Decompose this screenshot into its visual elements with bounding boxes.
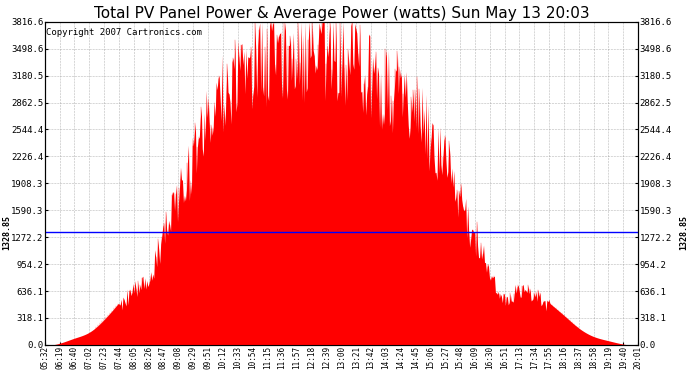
Text: 1328.85: 1328.85	[2, 215, 11, 250]
Text: 1328.85: 1328.85	[680, 215, 689, 250]
Text: Copyright 2007 Cartronics.com: Copyright 2007 Cartronics.com	[46, 28, 202, 37]
Title: Total PV Panel Power & Average Power (watts) Sun May 13 20:03: Total PV Panel Power & Average Power (wa…	[94, 6, 589, 21]
